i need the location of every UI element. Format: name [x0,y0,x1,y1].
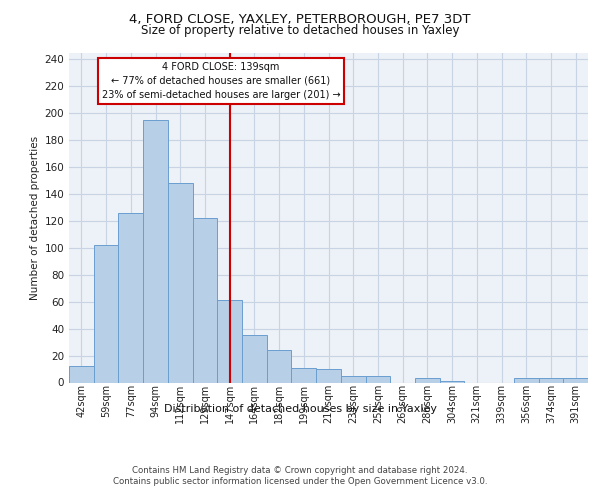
Text: 4, FORD CLOSE, YAXLEY, PETERBOROUGH, PE7 3DT: 4, FORD CLOSE, YAXLEY, PETERBOROUGH, PE7… [129,12,471,26]
Text: Distribution of detached houses by size in Yaxley: Distribution of detached houses by size … [163,404,437,414]
Bar [168,183,193,382]
Bar [514,378,539,382]
Y-axis label: Number of detached properties: Number of detached properties [30,136,40,300]
Bar [316,369,341,382]
Bar [118,213,143,382]
Bar [193,218,217,382]
Bar [341,376,365,382]
Bar [292,368,316,382]
Bar [365,376,390,382]
Bar [217,300,242,382]
Bar [94,245,118,382]
Bar [539,378,563,382]
Text: Contains HM Land Registry data © Crown copyright and database right 2024.: Contains HM Land Registry data © Crown c… [132,466,468,475]
Bar [143,120,168,382]
Bar [440,381,464,382]
Bar [415,378,440,382]
Bar [242,336,267,382]
Text: 4 FORD CLOSE: 139sqm
← 77% of detached houses are smaller (661)
23% of semi-deta: 4 FORD CLOSE: 139sqm ← 77% of detached h… [101,62,340,100]
Text: Size of property relative to detached houses in Yaxley: Size of property relative to detached ho… [141,24,459,37]
Bar [563,378,588,382]
Bar [267,350,292,382]
Bar [69,366,94,382]
Text: Contains public sector information licensed under the Open Government Licence v3: Contains public sector information licen… [113,477,487,486]
